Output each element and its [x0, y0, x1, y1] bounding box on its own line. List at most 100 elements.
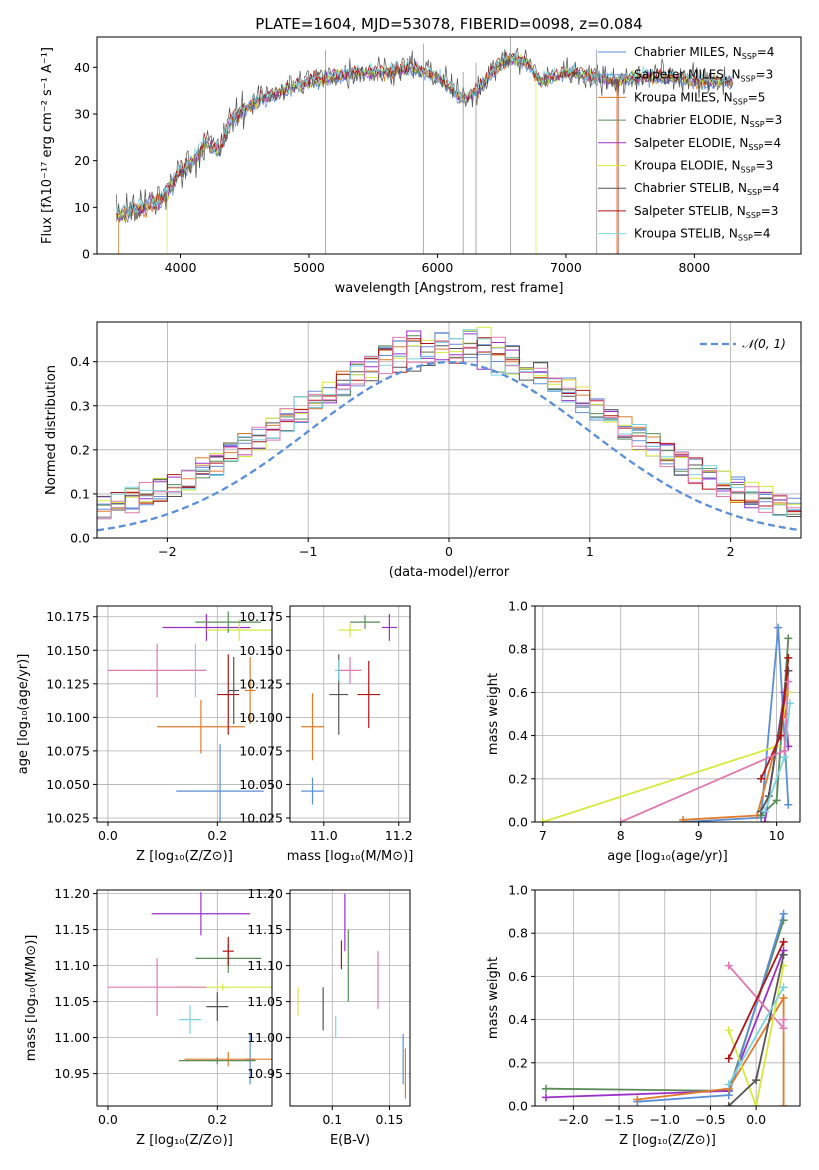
axes-frame: [289, 605, 411, 823]
y-axis-label: Flux [fλ10⁻¹⁷ erg cm⁻² s⁻¹ A⁻¹]: [40, 47, 55, 244]
x-tick-label: 0.2: [207, 1112, 227, 1127]
legend-entry: Salpeter STELIB, NSSP=3: [634, 204, 778, 220]
y-tick-label: 10.025: [239, 810, 283, 825]
x-tick-label: 0.1: [322, 1112, 342, 1127]
x-tick-label: −2: [158, 544, 176, 559]
y-tick-label: 30: [74, 107, 90, 122]
x-tick-label: 0: [445, 544, 453, 559]
normal-curve: [97, 360, 801, 532]
legend-entry: Chabrier MILES, NSSP=4: [634, 45, 774, 61]
x-tick-label: 7: [539, 828, 547, 843]
axes-frame: [96, 36, 802, 255]
y-tick-label: 10.100: [239, 710, 283, 725]
mass-vs-extinction-panel: 0.1 0.15 10.95 11.00 11.05 11.10 11.15 11.20 E(B…: [247, 886, 411, 1148]
y-tick-label: 10: [74, 200, 90, 215]
legend-entry: Kroupa STELIB, NSSP=4: [634, 227, 771, 243]
x-tick-label: 9: [695, 828, 703, 843]
x-axis-label: wavelength [Angstrom, rest frame]: [335, 281, 564, 296]
axes-frame: [534, 605, 801, 823]
axes-frame: [96, 321, 802, 539]
x-axis-label: mass [log₁₀(M/M⊙)]: [287, 849, 414, 864]
y-tick-label: 20: [74, 153, 90, 168]
y-tick-label: 11.15: [54, 922, 90, 937]
plot-area: [97, 326, 801, 532]
x-axis-label: Z [log₁₀(Z/Z⊙)]: [619, 1133, 716, 1148]
weight-marker: [724, 1102, 733, 1106]
x-tick-label: 0.15: [376, 1112, 404, 1127]
weight-line: [727, 941, 785, 1059]
legend-entry: Chabrier STELIB, NSSP=4: [634, 181, 780, 197]
spectrum-line: [115, 51, 733, 254]
x-tick-label: −1: [299, 544, 317, 559]
x-tick-label: 8: [617, 828, 625, 843]
y-tick-label: 0.2: [508, 1055, 528, 1070]
weight-marker: [784, 677, 793, 686]
weight-vs-metallicity-panel: −2.0 −1.5 −1.0 −0.5 0.0 0.0 0.2 0.4 0.6 0.8 1.0 Z […: [486, 883, 801, 1148]
y-tick-label: 40: [74, 60, 90, 75]
plot-area: [297, 893, 407, 1099]
weight-marker: [760, 807, 769, 816]
weight-marker: [679, 815, 688, 822]
x-axis-label: E(B-V): [330, 1133, 370, 1148]
x-tick-label: −1.0: [650, 1112, 680, 1127]
weight-marker: [633, 1095, 642, 1104]
weight-marker: [779, 909, 788, 918]
plot-area: [301, 614, 397, 805]
weight-marker: [784, 800, 793, 809]
weight-marker: [538, 818, 547, 822]
weight-marker: [724, 1080, 733, 1089]
plot-area: [538, 623, 794, 822]
weight-marker: [752, 1076, 761, 1085]
weight-vs-age-panel: 7 8 9 10 0.0 0.2 0.4 0.6 0.8 1.0 age [log₁₀(age/yr…: [486, 599, 801, 864]
y-tick-label: 0.8: [508, 642, 528, 657]
weight-marker: [779, 994, 788, 1002]
y-tick-label: 10.150: [46, 643, 90, 658]
y-tick-label: 10.050: [239, 777, 283, 792]
spectrum-line: [116, 57, 733, 254]
weight-marker: [757, 774, 766, 783]
weight-marker: [779, 1102, 788, 1106]
axes-frame: [96, 605, 273, 823]
x-tick-label: −0.5: [695, 1112, 725, 1127]
weight-marker: [779, 1015, 788, 1024]
x-tick-label: 10: [769, 828, 785, 843]
x-axis-label: Z [log₁₀(Z/Z⊙)]: [136, 849, 233, 864]
y-tick-label: 10.95: [54, 1066, 90, 1081]
x-tick-label: −1.5: [604, 1112, 634, 1127]
y-tick-label: 10.075: [239, 743, 283, 758]
histogram-step: [97, 336, 801, 520]
y-tick-label: 10.100: [46, 710, 90, 725]
y-tick-label: 11.00: [247, 1030, 283, 1045]
axes-frame: [289, 889, 411, 1107]
y-tick-label: 10.050: [46, 777, 90, 792]
legend-entry: Salpeter ELODIE, NSSP=4: [634, 136, 781, 152]
y-tick-label: 0.6: [508, 969, 528, 984]
weight-marker: [772, 796, 781, 805]
x-tick-label: 8000: [678, 260, 710, 275]
y-tick-label: 0.4: [508, 728, 528, 743]
y-tick-label: 11.05: [247, 994, 283, 1009]
x-tick-label: 7000: [550, 260, 582, 275]
y-tick-label: 0: [82, 247, 90, 262]
y-tick-label: 10.175: [46, 609, 90, 624]
x-tick-label: 0.0: [98, 1112, 118, 1127]
y-tick-label: 0.2: [508, 771, 528, 786]
weight-marker: [724, 1026, 733, 1035]
age-vs-metallicity-panel: 0.0 0.2 10.025 10.050 10.075 10.100 10.125 10.1…: [16, 605, 273, 864]
spectrum-line: [115, 53, 733, 254]
weight-marker: [541, 1093, 550, 1102]
plot-area: [541, 909, 788, 1106]
weight-marker: [779, 1024, 788, 1033]
y-tick-label: 11.15: [247, 922, 283, 937]
y-tick-label: 11.20: [247, 886, 283, 901]
x-tick-label: 11.0: [310, 828, 338, 843]
y-tick-label: 0.6: [508, 685, 528, 700]
spectrum-line: [115, 51, 733, 217]
x-tick-label: 2: [727, 544, 735, 559]
weight-marker: [784, 653, 793, 662]
y-axis-label: Normed distribution: [44, 365, 59, 495]
plot-area: [107, 611, 272, 822]
weight-line: [727, 986, 785, 1085]
y-tick-label: 0.1: [70, 486, 90, 501]
